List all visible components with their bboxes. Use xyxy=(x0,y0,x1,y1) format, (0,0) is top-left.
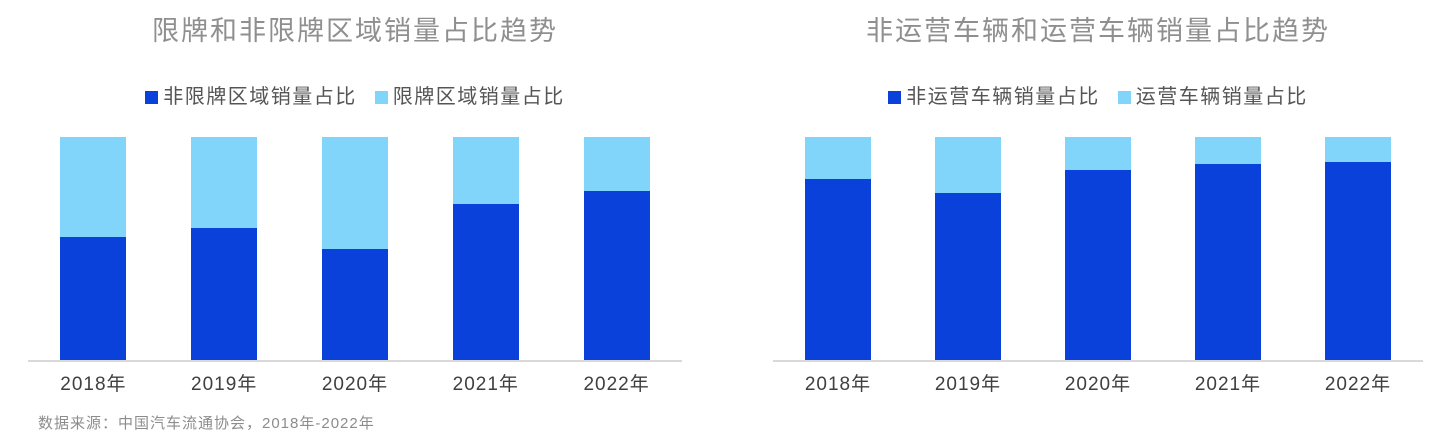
bar-segment xyxy=(583,137,650,191)
stacked-bar xyxy=(1195,137,1261,360)
stacked-bar xyxy=(1065,137,1131,360)
bar-segment xyxy=(1065,137,1131,171)
chart-nonoperating-vs-operating-vehicles: 非运营车辆和运营车辆销量占比趋势 非运营车辆销量占比 运营车辆销量占比 2018… xyxy=(773,0,1423,396)
bar-segment xyxy=(1065,170,1131,360)
bar-segment xyxy=(452,203,519,360)
legend-label: 运营车辆销量占比 xyxy=(1135,86,1308,108)
legend-label: 非运营车辆销量占比 xyxy=(906,86,1100,108)
bar-segment xyxy=(1325,137,1391,162)
legend-swatch-dark-blue xyxy=(888,90,902,104)
stacked-bar xyxy=(935,137,1001,360)
chart-title: 限牌和非限牌区域销量占比趋势 xyxy=(152,16,558,46)
legend: 非限牌区域销量占比 限牌区域销量占比 xyxy=(28,84,682,110)
stacked-bar xyxy=(60,137,127,360)
x-axis: 2018年 2019年 2020年 2021年 2022年 xyxy=(773,373,1423,396)
bar-segment xyxy=(60,137,127,238)
legend-swatch-light-blue xyxy=(374,90,388,104)
bar-segment xyxy=(935,137,1001,193)
x-tick-label: 2020年 xyxy=(1064,374,1132,395)
bar-segment xyxy=(1325,161,1391,360)
stacked-bar xyxy=(805,137,871,360)
bar-slot xyxy=(420,137,551,360)
stacked-bar xyxy=(452,137,519,360)
bar-slot xyxy=(28,137,159,360)
bar-slot xyxy=(290,137,421,360)
data-source-note: 数据来源：中国汽车流通协会，2018年-2022年 xyxy=(38,415,375,432)
bar-slot xyxy=(159,137,290,360)
stacked-bar xyxy=(583,137,650,360)
x-tick-label: 2022年 xyxy=(1324,374,1392,395)
bar-slot xyxy=(1163,137,1293,360)
bar-segment xyxy=(191,228,258,360)
x-tick-label: 2020年 xyxy=(321,374,389,395)
bar-segment xyxy=(191,137,258,229)
bar-slot xyxy=(1033,137,1163,360)
chart-restricted-vs-nonrestricted-regions: 限牌和非限牌区域销量占比趋势 非限牌区域销量占比 限牌区域销量占比 2018年 2… xyxy=(28,0,682,396)
bar-segment xyxy=(321,248,388,360)
x-axis: 2018年 2019年 2020年 2021年 2022年 xyxy=(28,373,682,396)
x-tick-label: 2018年 xyxy=(60,374,127,395)
bar-slot xyxy=(1293,137,1423,360)
bar-segment xyxy=(805,179,871,360)
legend-item: 非限牌区域销量占比 xyxy=(145,85,357,109)
bar-segment xyxy=(1195,163,1261,360)
x-tick-label: 2019年 xyxy=(191,374,258,395)
bar-segment xyxy=(1195,137,1261,164)
bar-slot xyxy=(903,137,1033,360)
bar-slot xyxy=(551,137,682,360)
bar-segment xyxy=(321,137,388,249)
bar-slot xyxy=(773,137,903,360)
legend-label: 非限牌区域销量占比 xyxy=(163,86,357,108)
x-tick-label: 2018年 xyxy=(804,374,872,395)
bar-segment xyxy=(805,137,871,180)
x-tick-label: 2021年 xyxy=(1194,374,1262,395)
legend-swatch-light-blue xyxy=(1117,90,1131,104)
plot-area xyxy=(773,137,1423,362)
bar-segment xyxy=(935,192,1001,360)
legend-item: 运营车辆销量占比 xyxy=(1117,85,1308,109)
x-tick-label: 2019年 xyxy=(934,374,1002,395)
legend-label: 限牌区域销量占比 xyxy=(392,86,565,108)
bar-segment xyxy=(583,190,650,360)
stacked-bar xyxy=(191,137,258,360)
legend-item: 非运营车辆销量占比 xyxy=(888,85,1100,109)
stacked-bar xyxy=(1325,137,1391,360)
legend-item: 限牌区域销量占比 xyxy=(374,85,565,109)
stacked-bar xyxy=(321,137,388,360)
plot-area xyxy=(28,137,682,362)
bar-segment xyxy=(60,237,127,360)
legend-swatch-dark-blue xyxy=(145,90,159,104)
chart-title: 非运营车辆和运营车辆销量占比趋势 xyxy=(866,16,1330,46)
x-tick-label: 2021年 xyxy=(452,374,519,395)
x-tick-label: 2022年 xyxy=(583,374,650,395)
legend: 非运营车辆销量占比 运营车辆销量占比 xyxy=(773,84,1423,110)
charts-row: 限牌和非限牌区域销量占比趋势 非限牌区域销量占比 限牌区域销量占比 2018年 2… xyxy=(28,0,1423,396)
bar-segment xyxy=(452,137,519,204)
